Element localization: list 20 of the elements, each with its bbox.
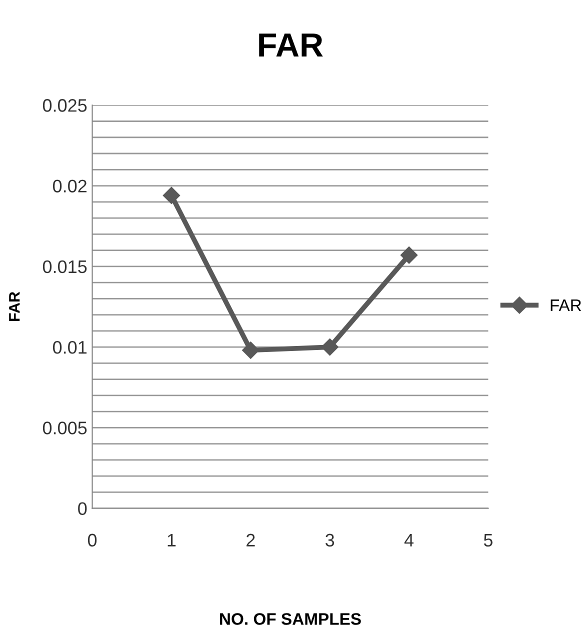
x-tick-label: 2 (246, 534, 255, 546)
point (321, 338, 338, 356)
chart-title: FAR (259, 34, 323, 57)
y-axis-title: FAR (9, 292, 20, 321)
point (162, 186, 180, 204)
point (400, 246, 418, 264)
y-tick-label: 0.015 (42, 260, 87, 274)
y-tick-label: 0.01 (52, 340, 87, 354)
y-tick-label: 0.005 (42, 422, 87, 434)
x-tick-label: 5 (484, 534, 492, 547)
point (242, 342, 260, 359)
x-tick-label: 0 (88, 534, 97, 547)
legend-label: FAR (550, 300, 582, 312)
x-tick-label: 3 (326, 534, 334, 547)
x-tick-label: 1 (168, 534, 176, 546)
y-tick-label: 0.02 (52, 180, 87, 192)
x-tick-label: 4 (404, 534, 414, 546)
x-axis-title: NO. OF SAMPLES (220, 613, 361, 625)
y-tick-label: 0.025 (42, 99, 87, 112)
y-tick-label: 0 (78, 502, 87, 516)
